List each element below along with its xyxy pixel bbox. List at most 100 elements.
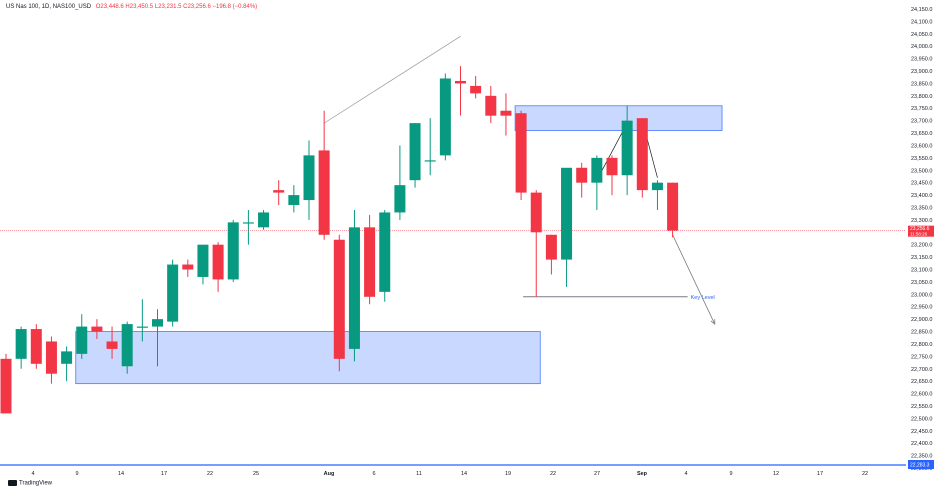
candle-body [606,157,618,176]
tradingview-brand[interactable]: TradingView [8,480,52,487]
last-price-label: 23,256.6 [910,226,930,232]
symbol-header: US Nas 100, 1D, NAS100_USD O23,448.6 H23… [6,4,257,10]
price-tick-label: 22,350.0 [911,454,932,460]
candle [91,319,103,339]
candle-body [197,244,209,277]
symbol-title: US Nas 100, 1D, NAS100_USD [6,4,92,10]
candle [606,155,618,196]
candle [545,234,557,275]
candle-body [348,227,360,349]
time-tick-label: 22 [862,471,868,477]
price-tick-label: 24,150.0 [911,7,932,13]
axes-layer: 24,150.0 24,100.0 24,050.0 24,000.0 23,950.0… [0,7,934,477]
price-tick-label: 23,100.0 [911,268,932,274]
annotation-lines-layer: Key Level [0,35,906,325]
candle [182,259,194,277]
price-tick-label: 22,550.0 [911,404,932,410]
time-tick-label: 17 [817,471,823,477]
candle-body [273,190,285,193]
candle-body [333,239,345,359]
time-tick-label: 4 [684,471,687,477]
candle [76,314,88,359]
price-tick-label: 22,450.0 [911,429,932,435]
time-tick-label: 14 [461,471,467,477]
candle [242,209,254,245]
candle [197,244,209,285]
candle [394,145,406,220]
candle-body [318,150,330,235]
candle [15,326,27,369]
price-tick-label: 23,800.0 [911,94,932,100]
candle-body [485,95,497,116]
time-tick-label: 25 [253,471,259,477]
last-price-badge [908,225,934,237]
price-tick-label: 22,950.0 [911,305,932,311]
time-tick-label: 22 [207,471,213,477]
candle-body [0,358,12,414]
candle-body [515,113,527,193]
bottom-level-label: 22,283.3 [910,463,930,469]
candle [45,336,57,384]
candle-body [121,324,133,367]
zones-layer [75,105,723,385]
price-tick-label: 24,050.0 [911,32,932,38]
time-tick-label: 17 [161,471,167,477]
candle-body [258,212,270,228]
candle-body [470,85,482,94]
time-tick-label: 19 [505,471,511,477]
price-tick-label: 23,850.0 [911,81,932,87]
price-tick-label: 23,650.0 [911,131,932,137]
price-tick-label: 23,300.0 [911,218,932,224]
candle-body [15,329,27,359]
candle [439,73,451,161]
candle-body [364,227,376,297]
candle-body [576,167,588,183]
candle [61,346,73,382]
candle [576,162,588,198]
price-tick-label: 22,600.0 [911,392,932,398]
price-tick-label: 23,450.0 [911,181,932,187]
trendline-0 [323,35,461,124]
ohlc-values: O23,448.6 H23,450.5 L23,231.5 C23,256.6 … [95,4,258,10]
time-tick-label: Aug [324,471,335,477]
candle [470,75,482,99]
price-tick-label: 22,400.0 [911,441,932,447]
candle [667,182,679,238]
candle [0,353,12,414]
candle [303,140,315,220]
candle [167,259,179,327]
price-tick-label: 23,600.0 [911,143,932,149]
projection-arrow-head [710,319,716,325]
price-tick-label: 24,100.0 [911,19,932,25]
price-tick-label: 22,750.0 [911,354,932,360]
candle-body [394,185,406,213]
candle [333,234,345,372]
price-tick-label: 23,400.0 [911,193,932,199]
price-tick-label: 22,700.0 [911,367,932,373]
candle [152,309,163,367]
candle-body [545,234,557,260]
candle [530,190,542,297]
candle [288,185,300,213]
candle [591,155,603,210]
candle [424,118,436,176]
time-tick-label: 22 [550,471,556,477]
price-tick-label: 23,000.0 [911,292,932,298]
candle-body [530,192,542,233]
candle-body [45,341,57,374]
candle-body [667,182,679,231]
candle-body [288,195,300,206]
candle [485,85,497,124]
time-tick-label: 6 [372,471,375,477]
price-tick-label: 23,700.0 [911,119,932,125]
time-tick-label: 27 [594,471,600,477]
candle [500,93,512,136]
candle [136,299,148,342]
candle [121,321,133,374]
countdown-label: 11:58:26 [910,231,928,236]
candle-body [561,167,573,260]
candle [348,209,360,362]
time-tick-label: 9 [75,471,78,477]
